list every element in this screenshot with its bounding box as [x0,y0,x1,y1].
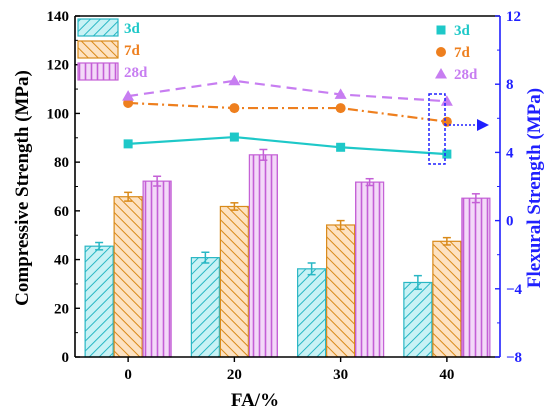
line-layer [122,74,453,159]
bar-3d-40 [403,281,433,358]
x-tick-label: 0 [124,367,132,383]
y2-tick-label: 0 [506,214,514,230]
x-tick-label: 40 [439,367,454,383]
bar-3d-20 [190,257,220,358]
highlight-box [428,93,446,165]
bar-28d-30 [355,181,385,358]
y2-tick-label: −8 [506,350,522,366]
legend-layer: 3d 7d 28d 3d 7d 28d [77,18,478,83]
x-axis-title: FA/% [231,390,279,411]
legend-marker-line-7d [436,47,446,57]
bar-3d-30 [297,268,327,358]
point-28d-20 [228,74,241,86]
x-tick-label: 20 [227,367,242,383]
line-28d [127,79,447,103]
legend-label-line-7d: 7d [454,45,471,61]
y-tick-label: 80 [54,155,69,171]
y2-tick-label: 8 [506,77,514,93]
line-3d [128,135,447,156]
y2-tick-label: −4 [506,282,523,298]
legend-marker-line-3d [436,25,446,35]
legend-label-bar-7d: 7d [124,43,141,59]
legend-swatch-bar-7d [77,40,119,59]
point-28d-40 [440,95,453,106]
point-3d-40 [442,149,452,159]
legend-label-bar-3d: 3d [124,21,141,37]
legend-marker-line-28d [435,68,447,79]
point-3d-20 [229,132,239,142]
line-7d [128,101,448,123]
y-tick-label: 60 [54,204,69,220]
bar-7d-20 [219,205,249,358]
legend-label-line-28d: 28d [454,67,478,83]
y2-axis-title: Flexural Strength (MPa) [524,88,545,288]
point-7d-20 [229,103,240,114]
point-28d-30 [334,88,347,99]
bar-7d-0 [113,196,143,358]
bar-28d-20 [248,154,278,358]
bar-layer [84,148,491,358]
y-axis-title: Compressive Strength (MPa) [12,70,33,306]
bar-3d-0 [84,245,114,358]
legend-swatch-bar-3d [77,18,119,37]
point-3d-0 [123,139,133,149]
bar-7d-30 [326,224,356,358]
legend-label-bar-28d: 28d [124,65,148,81]
bar-7d-40 [432,240,462,358]
y-tick-label: 140 [47,9,70,25]
y-tick-label: 0 [62,350,70,366]
bar-28d-0 [142,180,172,358]
bar-28d-40 [461,197,491,358]
legend-swatch-bar-28d [77,62,119,81]
y-tick-label: 20 [54,301,69,317]
point-7d-30 [335,103,346,114]
y2-tick-label: 12 [506,9,521,25]
y-tick-label: 120 [47,58,70,74]
y2-tick-label: 4 [506,145,514,161]
point-28d-0 [122,90,135,101]
y-tick-label: 40 [54,253,69,269]
y-tick-label: 100 [47,106,70,122]
legend-label-line-3d: 3d [454,23,471,39]
point-3d-30 [336,142,346,152]
x-tick-label: 30 [333,367,348,383]
